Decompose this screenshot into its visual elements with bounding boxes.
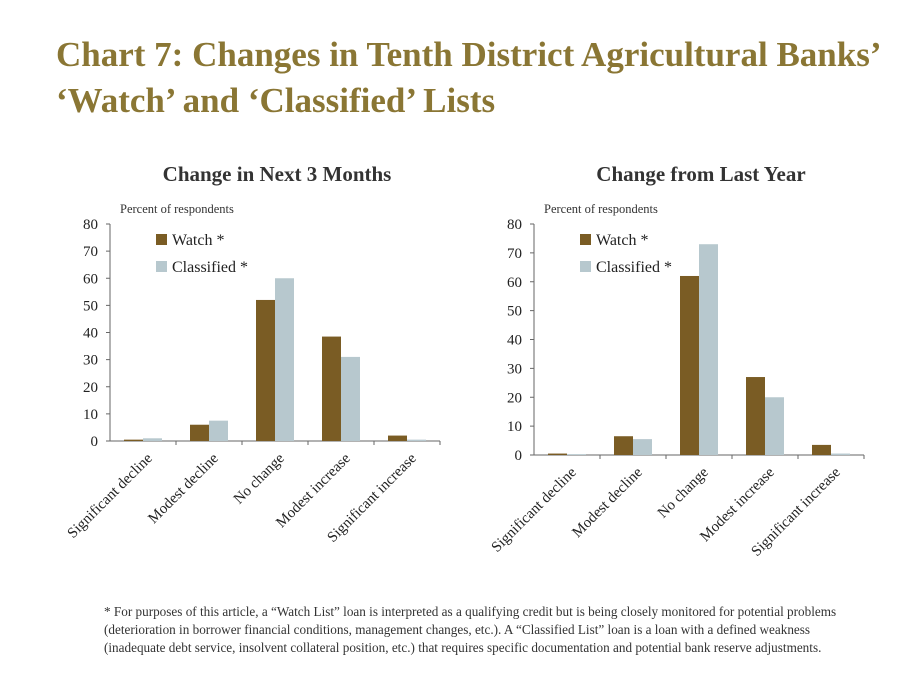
y-tick-label: 10 bbox=[83, 407, 98, 423]
legend-label-watch: Watch * bbox=[596, 232, 648, 249]
page-title: Chart 7: Changes in Tenth District Agric… bbox=[56, 35, 879, 120]
chart-change-from-last-year: Change from Last Year Percent of responde… bbox=[452, 158, 892, 598]
y-axis-label: Percent of respondents bbox=[120, 202, 234, 216]
y-tick-label: 60 bbox=[507, 275, 522, 291]
x-tick-label: Significant decline bbox=[489, 464, 580, 555]
bar-classified bbox=[341, 356, 360, 441]
bar-watch bbox=[812, 444, 831, 455]
y-tick-label: 30 bbox=[507, 361, 522, 377]
bar-watch bbox=[746, 377, 765, 455]
x-tick-label: Significant decline bbox=[65, 450, 156, 541]
legend-swatch-classified bbox=[156, 261, 167, 272]
bar-watch bbox=[548, 453, 567, 455]
bar-watch bbox=[680, 275, 699, 455]
chart-title: Change from Last Year bbox=[596, 162, 805, 186]
x-tick-label: Modest decline bbox=[145, 450, 222, 527]
bar-classified bbox=[275, 278, 294, 441]
y-tick-label: 40 bbox=[507, 333, 522, 349]
bar-watch bbox=[256, 299, 275, 441]
bar-classified bbox=[407, 439, 426, 441]
footnote: * For purposes of this article, a “Watch… bbox=[104, 604, 837, 655]
y-tick-label: 70 bbox=[83, 244, 98, 260]
x-tick-label: No change bbox=[231, 450, 288, 507]
bar-classified bbox=[831, 453, 850, 455]
legend-swatch-watch bbox=[156, 234, 167, 245]
y-tick-label: 60 bbox=[83, 271, 98, 287]
y-tick-label: 10 bbox=[507, 419, 522, 435]
y-tick-label: 20 bbox=[507, 390, 522, 406]
bar-classified bbox=[209, 420, 228, 441]
bar-watch bbox=[124, 439, 143, 441]
y-axis-label: Percent of respondents bbox=[544, 202, 658, 216]
y-tick-label: 0 bbox=[91, 434, 99, 450]
y-tick-label: 50 bbox=[83, 298, 98, 314]
y-tick-label: 50 bbox=[507, 304, 522, 320]
y-tick-label: 40 bbox=[83, 326, 98, 342]
legend-label-watch: Watch * bbox=[172, 232, 224, 249]
bar-watch bbox=[614, 436, 633, 455]
bar-classified bbox=[765, 397, 784, 455]
chart-svg: Change from Last Year Percent of responde… bbox=[489, 162, 865, 560]
bar-classified bbox=[699, 244, 718, 455]
legend-swatch-classified bbox=[580, 261, 591, 272]
bar-watch bbox=[190, 424, 209, 441]
legend-label-classified: Classified * bbox=[172, 259, 248, 276]
bar-watch bbox=[322, 336, 341, 441]
bar-classified bbox=[143, 438, 162, 441]
chart-svg: Change in Next 3 Months Percent of respon… bbox=[65, 162, 441, 546]
bar-classified bbox=[567, 454, 586, 455]
y-tick-label: 80 bbox=[83, 217, 98, 233]
y-tick-label: 20 bbox=[83, 380, 98, 396]
y-tick-label: 0 bbox=[515, 448, 523, 464]
bar-watch bbox=[388, 435, 407, 441]
y-tick-label: 70 bbox=[507, 246, 522, 262]
chart-title: Change in Next 3 Months bbox=[163, 162, 392, 186]
bar-classified bbox=[633, 439, 652, 455]
x-tick-label: Modest decline bbox=[569, 464, 646, 541]
chart-change-next-3-months: Change in Next 3 Months Percent of respon… bbox=[8, 158, 448, 598]
y-tick-label: 30 bbox=[83, 353, 98, 369]
legend-label-classified: Classified * bbox=[596, 259, 672, 276]
legend-swatch-watch bbox=[580, 234, 591, 245]
x-tick-label: No change bbox=[655, 464, 712, 521]
y-tick-label: 80 bbox=[507, 217, 522, 233]
